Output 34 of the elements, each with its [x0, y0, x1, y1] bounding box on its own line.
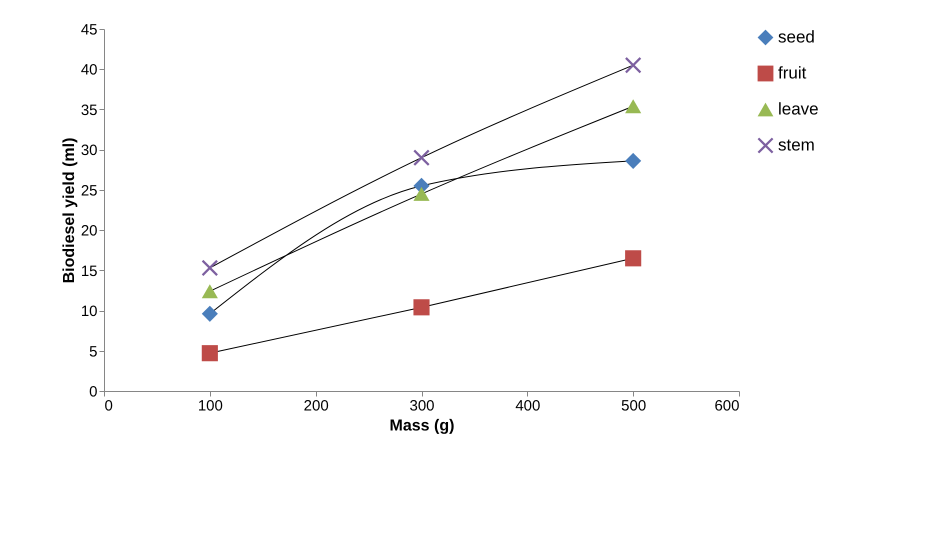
y-tick-label: 0: [89, 384, 98, 400]
y-tick-label: 25: [80, 182, 98, 200]
point: [202, 345, 218, 362]
y-tick-label: 15: [80, 262, 98, 280]
x-tick-label: 200: [304, 398, 329, 414]
point: [202, 260, 218, 276]
point: [625, 152, 642, 169]
point: [202, 284, 218, 298]
legend-label: stem: [778, 136, 815, 154]
x-tick-label: 600: [714, 398, 740, 414]
x-axis-title: Mass (g): [390, 418, 454, 434]
y-tick-label: 30: [80, 142, 98, 160]
point: [413, 186, 430, 201]
point: [413, 299, 430, 316]
x-tick-label: 500: [621, 398, 646, 414]
x-tick-label: 0: [104, 398, 113, 414]
y-tick-label: 20: [80, 222, 98, 240]
legend-label: leave: [778, 100, 819, 118]
x-tick-label: 400: [515, 398, 540, 414]
y-tick-label: 35: [80, 102, 98, 119]
point: [625, 250, 642, 266]
point: [625, 99, 642, 114]
x-tick-label: 300: [409, 398, 435, 414]
point: [413, 150, 430, 166]
y-axis-title: Biodiesel yield (ml): [60, 138, 78, 284]
point: [625, 57, 642, 74]
legend-label: seed: [778, 28, 815, 46]
x-tick-label: 100: [198, 398, 223, 414]
y-tick-label: 40: [80, 62, 98, 79]
legend-label: fruit: [778, 64, 807, 82]
y-tick-label: 45: [80, 22, 98, 38]
point: [202, 306, 218, 322]
y-tick-label: 10: [80, 303, 98, 320]
y-tick-label: 5: [89, 343, 98, 360]
